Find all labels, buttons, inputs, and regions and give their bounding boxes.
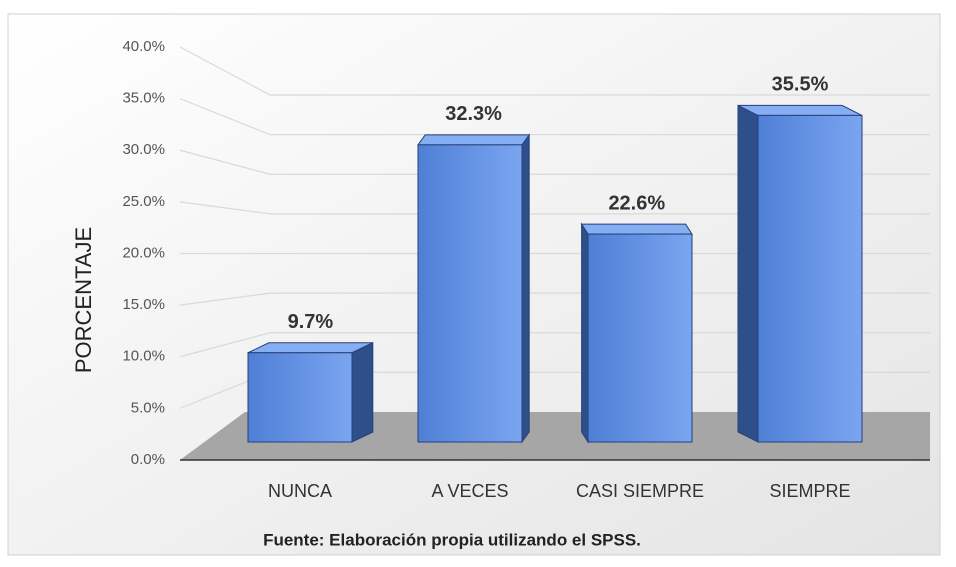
- bar: [757, 114, 863, 443]
- bar-top: [580, 223, 693, 235]
- grid-line: [179, 98, 930, 136]
- y-tick-label: 35.0%: [122, 90, 165, 107]
- grid-line: [179, 201, 930, 215]
- x-tick-label: CASI SIEMPRE: [576, 481, 704, 501]
- source-note: Fuente: Elaboración propia utilizando el…: [263, 530, 641, 549]
- y-tick-label: 40.0%: [122, 38, 165, 55]
- grid-line: [179, 149, 930, 175]
- x-tick-label: SIEMPRE: [769, 481, 850, 501]
- data-label: 35.5%: [772, 74, 829, 96]
- bar-side: [351, 341, 374, 443]
- bar-top: [247, 342, 374, 354]
- data-label: 22.6%: [608, 192, 665, 214]
- y-tick-label: 10.0%: [122, 348, 165, 365]
- bar-top: [737, 104, 863, 116]
- y-tick-label: 20.0%: [122, 244, 165, 261]
- grid-line: [179, 332, 930, 358]
- grid-line: [179, 292, 930, 306]
- y-tick-label: 5.0%: [131, 399, 165, 416]
- y-tick-label: 30.0%: [122, 141, 165, 158]
- bar: [587, 233, 693, 443]
- bar: [247, 352, 353, 443]
- x-tick-label: A VECES: [431, 481, 508, 501]
- grid-line: [179, 46, 930, 96]
- bar-side: [737, 104, 759, 443]
- y-tick-label: 15.0%: [122, 296, 165, 313]
- y-tick-label: 0.0%: [131, 451, 165, 468]
- bar: [417, 144, 523, 443]
- bar-side: [581, 222, 589, 444]
- y-axis-label: PORCENTAJE: [71, 227, 96, 373]
- data-label: 9.7%: [288, 311, 334, 333]
- y-tick-label: 25.0%: [122, 193, 165, 210]
- bar-top: [417, 134, 531, 146]
- x-tick-label: NUNCA: [268, 481, 332, 501]
- data-label: 32.3%: [445, 103, 502, 125]
- bar-side: [521, 133, 530, 444]
